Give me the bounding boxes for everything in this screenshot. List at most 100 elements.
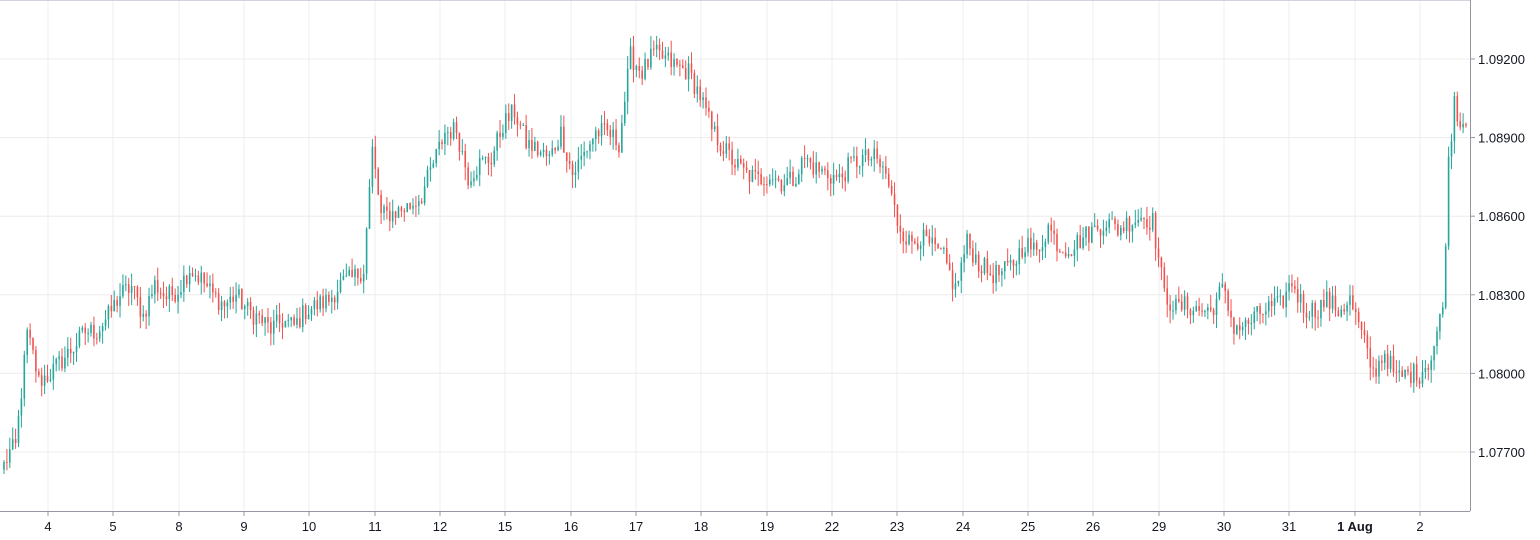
candle: [1088, 226, 1090, 252]
candle: [1337, 307, 1340, 317]
candle-body: [821, 168, 823, 172]
candle: [377, 167, 380, 196]
candle: [621, 114, 623, 153]
candle-body: [603, 123, 606, 125]
candle: [418, 194, 420, 215]
candle-body: [1076, 235, 1079, 250]
candle: [623, 91, 626, 126]
candle-body: [162, 293, 165, 297]
candle-body: [40, 375, 43, 386]
candle-body: [61, 356, 63, 369]
candle-body: [1114, 218, 1116, 225]
candle: [61, 348, 63, 372]
candle-body: [136, 286, 139, 298]
candle-body: [960, 262, 963, 281]
candle-body: [232, 296, 234, 302]
candle-body: [560, 126, 562, 147]
candle-body: [769, 179, 771, 185]
candle-body: [368, 186, 371, 229]
candle: [1157, 237, 1160, 268]
candle: [1412, 362, 1415, 393]
candle-body: [670, 52, 672, 67]
candle-body: [357, 268, 359, 278]
candle: [829, 174, 832, 197]
candle-body: [339, 279, 342, 292]
candle: [673, 53, 675, 76]
candle-body: [406, 203, 409, 213]
candle: [267, 307, 269, 333]
candle-body: [270, 322, 272, 334]
x-tick-label: 10: [302, 519, 316, 534]
candle: [287, 313, 290, 328]
candle-body: [1209, 307, 1212, 310]
candle-body: [513, 104, 516, 118]
candle: [432, 159, 435, 169]
candle: [1151, 207, 1154, 233]
candle: [1259, 302, 1261, 325]
candle: [148, 287, 150, 326]
candle: [638, 57, 641, 79]
candle-body: [1212, 309, 1215, 316]
candle: [429, 156, 432, 182]
candle: [1238, 317, 1241, 340]
candle: [539, 149, 542, 157]
candle: [557, 139, 559, 152]
candle: [1218, 282, 1221, 301]
candle: [972, 240, 974, 267]
candle: [754, 158, 757, 180]
candle: [394, 210, 397, 225]
candle-body: [458, 132, 461, 152]
candle-body: [516, 117, 519, 125]
candle: [644, 52, 646, 81]
grid-lines: [0, 0, 1470, 511]
candle-body: [1102, 231, 1105, 236]
candle-body: [789, 171, 791, 179]
candle-body: [209, 283, 211, 287]
candle: [174, 288, 176, 304]
candle-body: [1003, 261, 1006, 272]
candle-body: [925, 229, 928, 237]
candle-body: [539, 152, 542, 156]
candle-body: [809, 158, 812, 163]
candle: [844, 170, 847, 192]
candle: [528, 129, 530, 157]
candle-body: [93, 324, 95, 339]
candle: [156, 267, 159, 301]
candle: [449, 126, 452, 146]
candle: [1328, 287, 1331, 322]
candle-body: [1236, 325, 1238, 334]
candle-body: [156, 280, 159, 293]
price-axis[interactable]: 1.07700 1.08000 1.08300 1.08600 1.08900 1.092…: [1470, 52, 1525, 460]
candle-body: [330, 297, 333, 302]
candle: [655, 35, 658, 58]
time-axis[interactable]: 4 5 8 9 10 11 12 15 16 17 18 19 22 23 24 25 26 29 30 31 1 Au…: [44, 511, 1424, 534]
candle: [246, 298, 249, 316]
candle-body: [183, 275, 185, 293]
candle-body: [850, 157, 852, 159]
candle: [467, 162, 469, 190]
candle-body: [954, 283, 957, 290]
candle-body: [638, 65, 641, 71]
candle: [870, 156, 873, 167]
candle-body: [14, 439, 17, 444]
candle-body: [185, 275, 188, 285]
candle-body: [96, 338, 98, 340]
candle: [1331, 286, 1334, 314]
candle: [325, 288, 327, 313]
candle-body: [354, 268, 356, 278]
candle-body: [1009, 260, 1012, 263]
candle: [473, 170, 475, 187]
candle-body: [310, 308, 313, 315]
candle-body: [853, 156, 855, 158]
candle-body: [870, 159, 873, 161]
candle-body: [989, 273, 992, 276]
candle-body: [722, 151, 725, 154]
candle: [252, 306, 255, 335]
candle: [177, 285, 179, 314]
candle: [412, 198, 414, 215]
candle: [316, 291, 319, 317]
candle-body: [951, 270, 954, 290]
candle: [403, 208, 406, 222]
candle: [560, 115, 562, 150]
